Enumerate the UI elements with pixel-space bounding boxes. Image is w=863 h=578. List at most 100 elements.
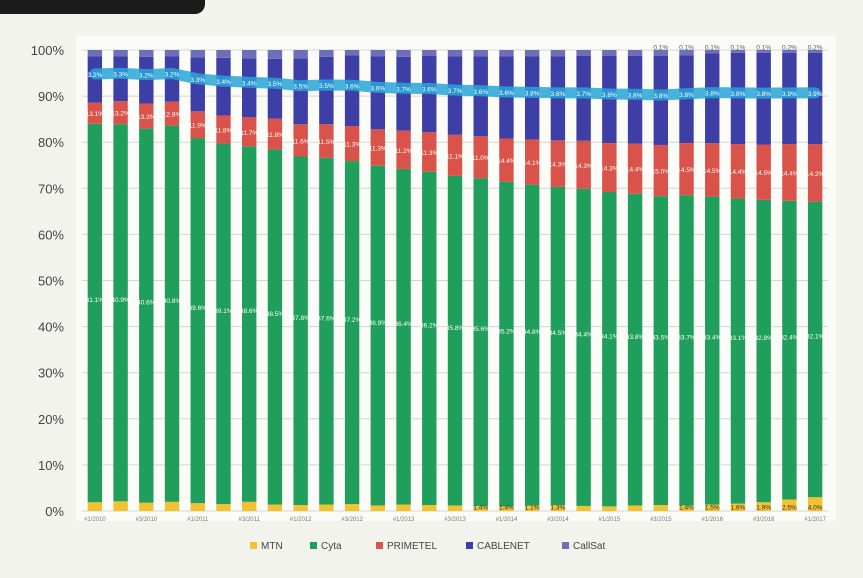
bar-segment — [730, 144, 746, 199]
x-tick-label: #1/2017 — [804, 517, 826, 523]
x-tick-label: #1/2016 — [701, 517, 723, 523]
legend-swatch — [562, 542, 569, 549]
x-tick-label: #3/2011 — [239, 517, 261, 523]
data-label: 14.5% — [677, 167, 696, 174]
data-label: 11.3% — [343, 142, 361, 149]
data-label: 1.6% — [731, 504, 746, 511]
bar-segment — [396, 130, 411, 169]
bar-segment — [730, 52, 746, 145]
data-label: 1.4% — [679, 504, 694, 511]
bar-segment — [87, 502, 103, 511]
data-label: 3.8% — [653, 93, 668, 100]
data-label: 3.4% — [242, 80, 257, 87]
data-label: 11.2% — [395, 148, 413, 155]
bar-segment — [627, 143, 643, 194]
bar-segment — [370, 50, 386, 57]
legend-label: CABLENET — [477, 541, 530, 552]
bar-segment — [447, 175, 463, 506]
data-label: 15.0% — [652, 169, 671, 176]
bar-segment — [782, 200, 797, 500]
data-label: 35.8% — [446, 325, 465, 332]
x-tick-label: #3/2010 — [135, 517, 157, 523]
bar-segment — [190, 50, 205, 58]
data-label: 33.7% — [677, 335, 696, 342]
data-label: 2.5% — [782, 504, 797, 511]
bar-segment — [216, 115, 231, 144]
data-label: 3.5% — [268, 81, 283, 88]
bar-segment — [267, 504, 283, 511]
data-label: 3.3% — [190, 77, 205, 84]
data-label: 11.5% — [317, 139, 335, 146]
bar-segment — [344, 55, 360, 127]
bar-segment — [113, 501, 128, 511]
bar-segment — [550, 50, 566, 57]
data-label: 3.7% — [576, 91, 591, 98]
bar-segment — [447, 50, 463, 57]
bar-segment — [216, 504, 231, 511]
bar-segment — [422, 171, 437, 506]
bar-segment — [705, 50, 720, 54]
bar-segment — [653, 144, 668, 197]
y-tick-label: 80% — [38, 135, 64, 150]
data-label: 3.8% — [705, 91, 720, 98]
bar-segment — [756, 502, 771, 511]
data-label: 3.9% — [808, 91, 823, 98]
data-label: 3.6% — [499, 90, 514, 97]
bar-segment — [447, 134, 463, 176]
bar-segment — [344, 50, 360, 56]
data-label: 32.4% — [780, 334, 799, 341]
bar-segment — [473, 50, 488, 57]
bar-segment — [550, 505, 566, 511]
y-tick-label: 40% — [38, 320, 64, 335]
bar-segment — [190, 57, 205, 112]
bar-segment — [293, 505, 308, 511]
bar-segment — [370, 129, 386, 166]
bar-segment — [242, 58, 257, 118]
data-label: 38.6% — [240, 308, 259, 315]
bar-segment — [473, 56, 488, 137]
data-label: 3.6% — [473, 89, 488, 96]
data-label: 11.8% — [266, 132, 284, 139]
bar-segment — [653, 50, 668, 56]
bar-segment — [705, 53, 720, 144]
data-label: 11.6% — [292, 138, 310, 145]
bar-segment — [524, 505, 540, 511]
bar-segment — [422, 505, 437, 511]
data-label: 38.5% — [266, 311, 285, 318]
data-label: 0.1% — [705, 44, 720, 51]
bar-segment — [190, 503, 205, 511]
data-label: 3.6% — [550, 91, 565, 98]
bar-segment — [807, 201, 823, 498]
bar-segment — [782, 52, 797, 145]
x-tick-label: #1/2015 — [598, 517, 620, 523]
bar-segment — [422, 55, 437, 133]
bar-segment — [602, 191, 617, 507]
bar-segment — [139, 50, 154, 57]
data-label: 11.3% — [420, 150, 438, 157]
bar-segment — [242, 50, 257, 59]
bar-segment — [653, 196, 668, 506]
bar-segment — [164, 125, 180, 502]
bar-segment — [164, 50, 180, 57]
bar-segment — [679, 50, 694, 56]
x-tick-label: #1/2013 — [393, 517, 415, 523]
data-label: 40.8% — [163, 298, 182, 305]
bar-segment — [679, 55, 694, 144]
bar-segment — [139, 502, 154, 511]
data-label: 3.8% — [602, 92, 617, 99]
bar-segment — [627, 193, 643, 506]
legend-swatch — [376, 542, 383, 549]
bar-segment — [499, 138, 514, 182]
data-label: 3.5% — [319, 83, 334, 90]
data-label: 14.4% — [626, 167, 645, 174]
bar-segment — [190, 111, 205, 139]
bar-segment — [473, 136, 488, 179]
bar-segment — [293, 124, 308, 157]
bar-segment — [499, 50, 514, 57]
data-label: 3.4% — [216, 79, 231, 86]
data-label: 3.6% — [345, 83, 360, 90]
bar-segment — [293, 50, 308, 59]
bar-segment — [807, 52, 823, 145]
